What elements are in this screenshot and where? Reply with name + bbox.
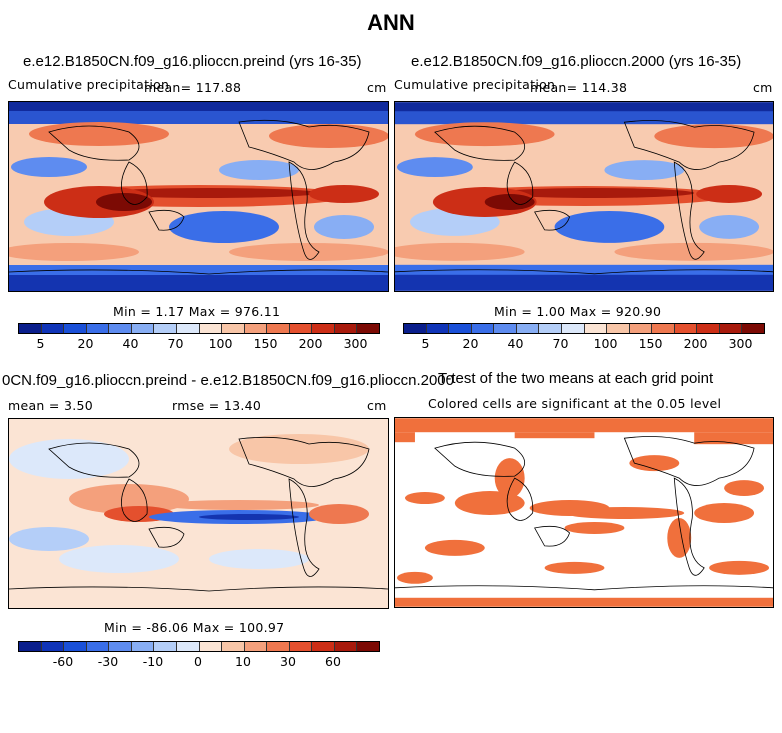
colorbar-tick-label: 100 [593, 336, 618, 351]
colorbar-tick-label: 20 [462, 336, 479, 351]
colorbar-swatch [19, 642, 42, 651]
colorbar-swatch [357, 324, 379, 333]
colorbar-swatch [176, 642, 200, 651]
colorbar-swatch [131, 642, 155, 651]
colorbar-swatch [674, 324, 698, 333]
colorbar-2000 [403, 323, 765, 334]
colorbar-swatch [607, 324, 630, 333]
precip-map-2000 [394, 101, 774, 292]
colorbar-swatch [334, 324, 358, 333]
colorbar-tick-label: 5 [421, 336, 430, 351]
colorbar-swatch [312, 642, 335, 651]
colorbar-swatch [154, 324, 177, 333]
colorbar-swatch [516, 324, 540, 333]
colorbar-tick-label: 10 [235, 654, 251, 669]
minmax-label-preind: Min = 1.17 Max = 976.11 [113, 304, 281, 319]
colorbar-swatch [289, 324, 313, 333]
mean-label-difference: mean = 3.50 [8, 398, 94, 413]
colorbar-tick-label: 150 [253, 336, 278, 351]
colorbar-tick-label: 200 [298, 336, 323, 351]
colorbar-tick-label: -10 [142, 654, 164, 669]
panel-title-difference: 0CN.f09_g16.plioccn.preind - e.e12.B1850… [2, 372, 454, 389]
colorbar-tick-label: 70 [552, 336, 569, 351]
variable-label-preind: Cumulative precipitation [8, 77, 170, 92]
colorbar-swatch [357, 642, 379, 651]
colorbar-swatch [244, 642, 268, 651]
colorbar-tick-label: 40 [122, 336, 139, 351]
colorbar-swatch [86, 324, 110, 333]
panel-title-ttest: T-test of the two means at each grid poi… [438, 370, 714, 387]
difference-map [8, 418, 389, 609]
units-label-preind: cm [367, 80, 387, 95]
minmax-label-difference: Min = -86.06 Max = 100.97 [104, 620, 285, 635]
colorbar-swatch [471, 324, 495, 333]
colorbar-tick-label: 5 [36, 336, 45, 351]
colorbar-swatch [742, 324, 764, 333]
colorbar-tick-label: 300 [343, 336, 368, 351]
colorbar-swatch [244, 324, 268, 333]
units-label-difference: cm [367, 398, 387, 413]
panel-title-2000: e.e12.B1850CN.f09_g16.plioccn.2000 (yrs … [411, 53, 742, 70]
colorbar-swatch [267, 324, 290, 333]
colorbar-difference [18, 641, 380, 652]
colorbar-tick-label: 30 [280, 654, 296, 669]
colorbar-tick-label: 40 [507, 336, 524, 351]
colorbar-tick-label: 100 [208, 336, 233, 351]
rmse-label-difference: rmse = 13.40 [172, 398, 262, 413]
panel-title-preind: e.e12.B1850CN.f09_g16.plioccn.preind (yr… [23, 53, 362, 70]
significance-map [394, 417, 774, 608]
colorbar-swatch [109, 642, 132, 651]
colorbar-swatch [719, 324, 743, 333]
colorbar-tick-label: 300 [728, 336, 753, 351]
colorbar-swatch [41, 642, 65, 651]
colorbar-swatch [64, 642, 87, 651]
colorbar-swatch [222, 642, 245, 651]
colorbar-swatch [176, 324, 200, 333]
variable-label-2000: Cumulative precipitation [394, 77, 556, 92]
colorbar-tick-label: -30 [97, 654, 119, 669]
ttest-subtitle: Colored cells are significant at the 0.0… [428, 396, 722, 411]
colorbar-swatch [312, 324, 335, 333]
colorbar-swatch [449, 324, 472, 333]
colorbar-tick-label: -60 [52, 654, 74, 669]
colorbar-swatch [222, 324, 245, 333]
colorbar-swatch [289, 642, 313, 651]
colorbar-swatch [267, 642, 290, 651]
colorbar-swatch [584, 324, 608, 333]
colorbar-swatch [561, 324, 585, 333]
colorbar-swatch [154, 642, 177, 651]
figure-title: ANN [367, 10, 415, 35]
colorbar-tick-label: 70 [167, 336, 184, 351]
colorbar-tick-label: 0 [194, 654, 202, 669]
colorbar-swatch [199, 324, 223, 333]
colorbar-swatch [199, 642, 223, 651]
colorbar-tick-label: 150 [638, 336, 663, 351]
colorbar-swatch [41, 324, 65, 333]
colorbar-tick-label: 20 [77, 336, 94, 351]
colorbar-swatch [19, 324, 42, 333]
colorbar-swatch [131, 324, 155, 333]
colorbar-preind [18, 323, 380, 334]
mean-label-2000: mean= 114.38 [530, 80, 628, 95]
colorbar-tick-label: 200 [683, 336, 708, 351]
colorbar-tick-label: 60 [325, 654, 341, 669]
mean-label-preind: mean= 117.88 [144, 80, 242, 95]
colorbar-swatch [404, 324, 427, 333]
colorbar-swatch [64, 324, 87, 333]
colorbar-swatch [539, 324, 562, 333]
colorbar-swatch [86, 642, 110, 651]
colorbar-swatch [652, 324, 675, 333]
colorbar-swatch [426, 324, 450, 333]
colorbar-swatch [629, 324, 653, 333]
minmax-label-2000: Min = 1.00 Max = 920.90 [494, 304, 662, 319]
precip-map-preind [8, 101, 389, 292]
units-label-2000: cm [753, 80, 773, 95]
colorbar-swatch [109, 324, 132, 333]
colorbar-swatch [494, 324, 517, 333]
colorbar-swatch [697, 324, 720, 333]
colorbar-swatch [334, 642, 358, 651]
